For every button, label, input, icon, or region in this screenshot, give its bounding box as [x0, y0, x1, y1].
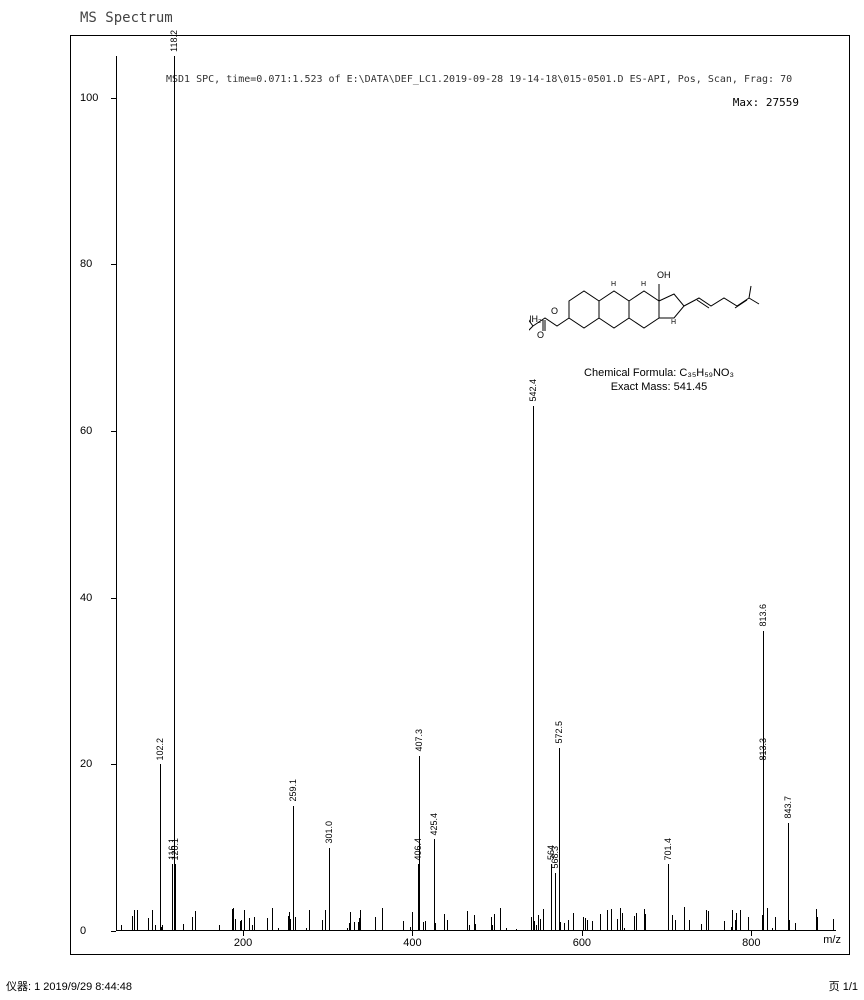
- noise-peak: [732, 910, 733, 931]
- y-tick-mark: [111, 98, 116, 99]
- y-tick-mark: [111, 431, 116, 432]
- spectrum-peak: [329, 848, 330, 931]
- peak-label: 425.4: [429, 813, 439, 836]
- noise-peak: [195, 913, 196, 931]
- x-axis-label: m/z: [823, 934, 841, 946]
- spectrum-peak: [668, 864, 669, 931]
- noise-peak: [295, 917, 296, 931]
- y-tick-label: 0: [80, 925, 86, 937]
- y-tick-mark: [111, 764, 116, 765]
- noise-peak: [412, 912, 413, 931]
- noise-peak: [288, 916, 289, 931]
- noise-peak: [748, 917, 749, 931]
- y-tick-label: 20: [80, 758, 92, 770]
- noise-peak: [600, 914, 601, 931]
- noise-peak: [309, 910, 310, 931]
- spectrum-peak: [419, 756, 420, 931]
- noise-peak: [736, 913, 737, 931]
- peak-label: 118.2: [169, 30, 179, 52]
- noise-peak: [634, 916, 635, 931]
- spectrum-peak: [434, 839, 435, 931]
- spectrum-peak: [175, 864, 176, 931]
- noise-peak: [740, 910, 741, 931]
- x-tick-label: 200: [234, 937, 252, 949]
- peak-label: 102.2: [155, 738, 165, 761]
- y-tick-mark: [111, 598, 116, 599]
- noise-peak: [467, 911, 468, 931]
- y-tick-label: 60: [80, 425, 92, 437]
- noise-peak: [816, 909, 817, 931]
- spectrum-peak: [174, 56, 175, 931]
- noise-peak: [137, 910, 138, 931]
- peak-label: 701.4: [663, 838, 673, 861]
- chart-border: MSD1 SPC, time=0.071:1.523 of E:\DATA\DE…: [70, 35, 850, 955]
- noise-peak: [500, 908, 501, 931]
- noise-peak: [494, 914, 495, 931]
- y-tick-mark: [111, 931, 116, 932]
- spectrum-title: MS Spectrum: [80, 10, 173, 26]
- peak-label: 259.1: [288, 779, 298, 802]
- x-tick-mark: [412, 931, 413, 936]
- spectrum-peak: [559, 748, 560, 931]
- noise-peak: [350, 912, 351, 931]
- noise-peak: [543, 909, 544, 931]
- noise-peak: [775, 917, 776, 931]
- noise-peak: [152, 910, 153, 931]
- baseline-noise: [116, 906, 836, 931]
- x-tick-label: 800: [742, 937, 760, 949]
- spectrum-peak: [533, 406, 534, 931]
- noise-peak: [607, 910, 608, 931]
- noise-peak: [611, 909, 612, 931]
- noise-peak: [375, 917, 376, 931]
- peak-label: 120.1: [170, 838, 180, 861]
- spectrum-peak: [293, 806, 294, 931]
- noise-peak: [573, 913, 574, 931]
- x-tick-mark: [751, 931, 752, 936]
- noise-peak: [538, 915, 539, 931]
- peak-label: 572.5: [554, 721, 564, 744]
- x-tick-label: 600: [573, 937, 591, 949]
- y-tick-mark: [111, 264, 116, 265]
- noise-peak: [232, 909, 233, 931]
- noise-peak: [192, 917, 193, 931]
- noise-peak: [636, 913, 637, 931]
- y-tick-label: 100: [80, 92, 98, 104]
- spectrum-peak: [551, 864, 552, 931]
- plot-area: 020406080100200400600800102.2116.1118.21…: [116, 56, 836, 931]
- noise-peak: [325, 910, 326, 931]
- peak-label: 407.3: [414, 729, 424, 752]
- noise-peak: [382, 908, 383, 931]
- spectrum-peak: [160, 764, 161, 931]
- noise-peak: [134, 910, 135, 931]
- spectrum-peak: [788, 823, 789, 931]
- noise-peak: [620, 908, 621, 931]
- peak-label: 813.6: [758, 604, 768, 627]
- noise-peak: [244, 910, 245, 931]
- noise-peak: [645, 914, 646, 931]
- noise-peak: [708, 911, 709, 931]
- x-tick-mark: [243, 931, 244, 936]
- noise-peak: [583, 917, 584, 931]
- footer-instrument-date: 仪器: 1 2019/9/29 8:44:48: [6, 978, 132, 994]
- peak-label: 301.0: [324, 821, 334, 844]
- x-tick-mark: [582, 931, 583, 936]
- y-tick-label: 40: [80, 592, 92, 604]
- noise-peak: [359, 918, 360, 931]
- peak-label: 843.7: [783, 796, 793, 819]
- noise-peak: [672, 915, 673, 931]
- noise-peak: [254, 917, 255, 931]
- footer-page: 页 1/1: [829, 978, 858, 994]
- y-tick-label: 80: [80, 258, 92, 270]
- x-tick-label: 400: [403, 937, 421, 949]
- noise-peak: [706, 910, 707, 931]
- noise-peak: [767, 908, 768, 931]
- noise-peak: [272, 908, 273, 931]
- noise-peak: [684, 907, 685, 931]
- spectrum-peak: [763, 631, 764, 931]
- spectrum-peak: [555, 873, 556, 931]
- peak-label: 542.4: [528, 379, 538, 402]
